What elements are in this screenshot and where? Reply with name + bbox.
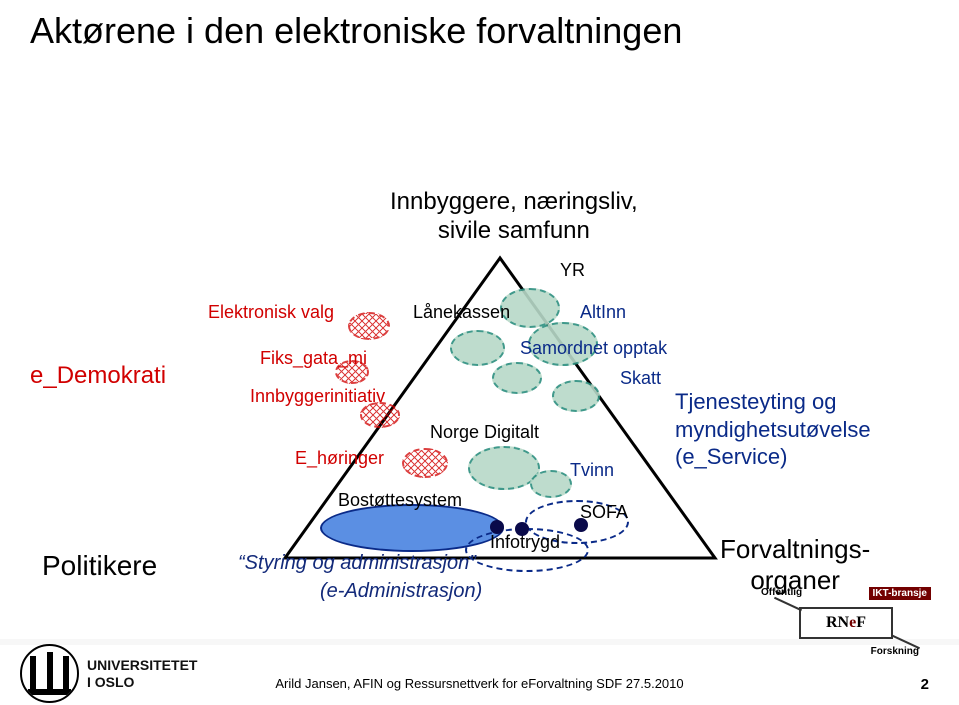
red-node-3 <box>402 448 448 478</box>
teal-node-3 <box>492 362 542 394</box>
side-label-left: e_Demokrati <box>30 362 166 390</box>
red-node-label-0: Elektronisk valg <box>208 302 334 323</box>
diagram-area: Innbyggere, næringsliv, sivile samfunn e… <box>120 90 770 540</box>
red-node-0 <box>348 312 390 340</box>
rnef-corner-tr: IKT-bransje <box>869 587 931 600</box>
slide: Aktørene i den elektroniske forvaltninge… <box>0 0 959 705</box>
sofa-label: SOFA <box>580 502 628 523</box>
footer: UNIVERSITETET I OSLO Arild Jansen, AFIN … <box>0 639 959 705</box>
teal-node-label-1: Lånekassen <box>413 302 510 323</box>
red-node-label-2: Innbyggerinitiativ <box>250 386 385 407</box>
uio-text: UNIVERSITETET I OSLO <box>87 657 197 691</box>
teal-node-label-6: Tvinn <box>570 460 614 481</box>
rnef-badge: Offentlig IKT-bransje RNeF Forskning <box>761 587 931 657</box>
teal-node-1 <box>450 330 505 366</box>
bottom-process-label: Styring og administrasjon <box>238 552 476 575</box>
rnef-corner-tl: Offentlig <box>761 587 802 598</box>
uio-logo: UNIVERSITETET I OSLO <box>20 644 197 703</box>
page-number: 2 <box>921 676 929 693</box>
teal-node-label-2: AltInn <box>580 302 626 323</box>
infotrygd-label: Infotrygd <box>490 532 560 553</box>
teal-node-6 <box>530 470 572 498</box>
teal-node-4 <box>552 380 600 412</box>
red-node-label-3: E_høringer <box>295 448 384 469</box>
teal-node-label-3: Samordnet opptak <box>520 338 667 359</box>
page-title: Aktørene i den elektroniske forvaltninge… <box>30 10 682 52</box>
vertex-label-top: Innbyggere, næringsliv, sivile samfunn <box>390 188 638 246</box>
side-label-right: Tjenesteyting og myndighetsutøvelse (e_S… <box>675 388 871 471</box>
vertex-label-bottom-left: Politikere <box>42 550 157 582</box>
bostotte-label: Bostøttesystem <box>338 490 462 511</box>
teal-node-label-5: Norge Digitalt <box>430 422 539 443</box>
rnef-corner-br: Forskning <box>871 646 919 657</box>
red-node-label-1: Fiks_gata_mi <box>260 348 367 369</box>
footer-caption: Arild Jansen, AFIN og Ressursnettverk fo… <box>275 676 683 691</box>
uio-seal-icon <box>20 644 79 703</box>
rnef-center-box: RNeF <box>799 607 893 639</box>
teal-node-label-4: Skatt <box>620 368 661 389</box>
bottom-process-sublabel: (e-Administrasjon) <box>320 580 482 603</box>
teal-node-label-0: YR <box>560 260 585 281</box>
